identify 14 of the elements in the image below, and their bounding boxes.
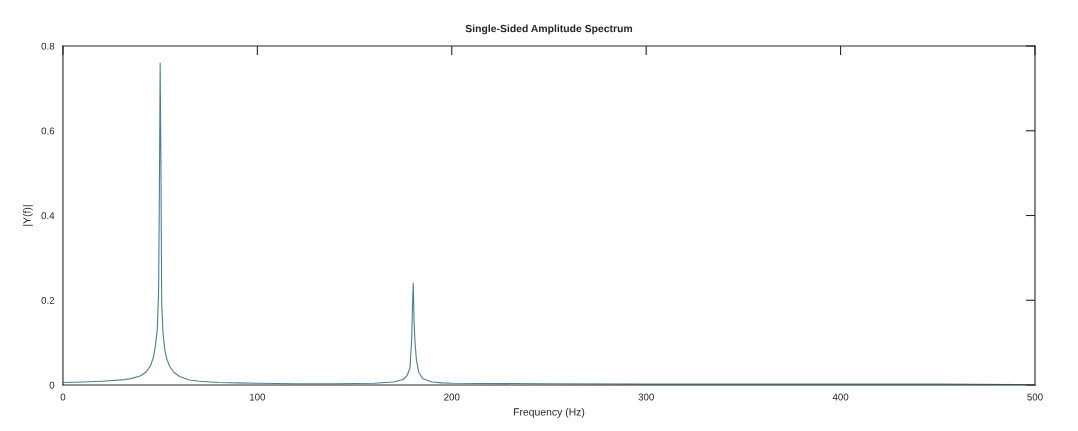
x-tick-label: 500: [1027, 393, 1043, 401]
y-tick-label: 0.8: [41, 42, 55, 50]
y-tick-label: 0.2: [41, 296, 55, 304]
y-axis-title: |Y(f)|: [23, 205, 33, 226]
x-tick-label: 200: [444, 393, 460, 401]
y-tick-label: 0.6: [41, 127, 55, 135]
x-tick-label: 0: [60, 393, 66, 401]
chart-title: Single-Sided Amplitude Spectrum: [465, 24, 633, 35]
y-tick-label: 0: [49, 381, 55, 389]
x-tick-label: 100: [249, 393, 266, 401]
x-tick-label: 300: [638, 393, 654, 401]
x-axis-title: Frequency (Hz): [513, 407, 585, 418]
y-tick-label: 0.4: [41, 212, 55, 220]
x-tick-label: 400: [832, 393, 849, 401]
